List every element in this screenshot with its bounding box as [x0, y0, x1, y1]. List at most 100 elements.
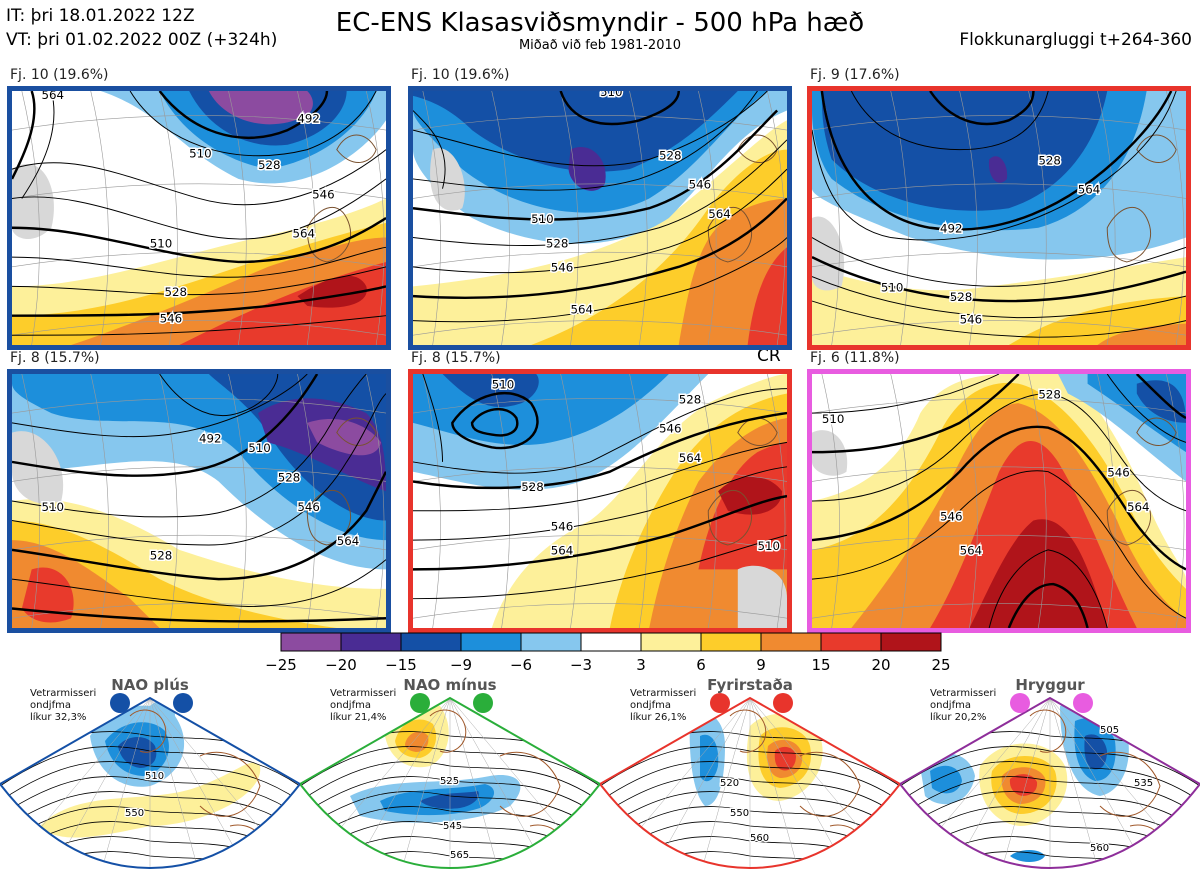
height-contour [820, 91, 1173, 231]
graticule-line [90, 91, 109, 345]
regime-outline [900, 696, 1200, 870]
contour-label: 510 [531, 212, 554, 226]
regime-marker-dot [173, 693, 193, 713]
height-contour [812, 374, 1020, 454]
anomaly-region [307, 419, 382, 456]
contour-label: 564 [570, 303, 593, 317]
panel-2-label: Fj. 10 (19.6%) [411, 67, 510, 83]
graticule-line [812, 251, 1186, 268]
height-contour [12, 607, 386, 623]
header-left: IT: þri 18.01.2022 12Z VT: þri 01.02.202… [6, 4, 277, 52]
regime-marker-dot [410, 693, 430, 713]
graticule-line [413, 183, 787, 199]
contour-label: 550 [125, 808, 144, 819]
contour-label: 546 [940, 510, 963, 524]
graticule-line [413, 466, 787, 482]
graticule-line [812, 603, 1186, 619]
height-contour [21, 91, 55, 199]
contour-label: 564 [337, 534, 360, 548]
graticule-line [491, 374, 510, 628]
anomaly-region [747, 247, 787, 345]
regime-note-line: ondjfma [330, 700, 371, 711]
contour-label: 546 [297, 500, 320, 514]
contour-label: 528 [679, 392, 702, 406]
colorbar-tick-label: −6 [509, 656, 533, 674]
regime-title: NAO plús [111, 676, 189, 694]
contour-label: 528 [546, 236, 569, 250]
regime-marker-dot [773, 693, 793, 713]
graticule-line [812, 398, 1186, 414]
anomaly-region [258, 398, 386, 492]
valid-time: VT: þri 01.02.2022 00Z (+324h) [6, 30, 278, 50]
height-contour [413, 411, 787, 490]
contour-label: 528 [1038, 387, 1061, 401]
contour-label: 528 [165, 285, 188, 299]
height-contour [413, 139, 787, 246]
height-contour [413, 168, 787, 274]
contour-label: 492 [297, 111, 320, 125]
height-contour [988, 549, 1108, 628]
contour-label: 510 [189, 146, 212, 160]
contour-label: 564 [1078, 183, 1101, 197]
height-contour [470, 407, 519, 437]
graticule-line [12, 398, 386, 414]
graticule-line [1097, 91, 1116, 345]
cr-label: CR [757, 346, 781, 366]
regime-blocking: 520 550 560 Fyrirstaða Vetrarmisseri ondjfma l… [600, 676, 900, 871]
cluster-map-5: 510 528 546 564 510 528 546 564 [408, 369, 792, 633]
regime-marker-dot [1010, 693, 1030, 713]
regime-note: Vetrarmisseri ondjfma líkur 21,4% [330, 688, 396, 724]
contour-label: 528 [659, 148, 682, 162]
coastline [1106, 134, 1177, 263]
graticule-line [890, 91, 909, 345]
height-contour [1007, 582, 1089, 628]
height-contour [158, 91, 329, 139]
anomaly-colorbar [280, 632, 942, 652]
anomaly-region [969, 519, 1108, 628]
height-contour [12, 216, 386, 264]
height-contour [422, 374, 444, 462]
regime-anomaly [930, 765, 962, 794]
colorbar-tick-label: −25 [265, 656, 297, 674]
graticule-line [1028, 91, 1047, 345]
contour-label: 564 [960, 544, 983, 558]
coastline [1106, 417, 1177, 546]
graticule-line [629, 374, 648, 628]
graticule-line [413, 603, 787, 619]
graticule-line [999, 698, 1051, 868]
regime-note-line: Vetrarmisseri [630, 688, 697, 699]
colorbar-segment [520, 632, 582, 652]
contour-label: 546 [160, 312, 183, 326]
colorbar-segment [880, 632, 942, 652]
graticule-line [12, 115, 386, 131]
graticule-line [821, 374, 840, 628]
height-contour [12, 149, 386, 206]
contour-label: 545 [443, 821, 462, 832]
cluster-map-1: 492 510 528 546 564 510 528 546 564 [7, 86, 391, 350]
graticule-line [366, 374, 385, 628]
height-contour [413, 534, 787, 600]
cluster-map-6: 510 528 546 564 546 564 [807, 369, 1191, 633]
anomaly-region [568, 147, 606, 191]
graticule-line [12, 183, 386, 199]
contour-label: 564 [1127, 500, 1150, 514]
graticule-line [297, 374, 316, 628]
graticule-line [422, 91, 441, 345]
graticule-line [812, 115, 1186, 131]
height-contour [413, 91, 758, 191]
coastline [306, 417, 377, 546]
regime-outline [600, 696, 900, 870]
contour-label: 546 [960, 313, 983, 327]
regime-title: Fyrirstaða [707, 676, 793, 694]
height-contour [413, 109, 779, 221]
contour-label: 546 [659, 422, 682, 436]
panel-5-label: Fj. 8 (15.7%) [411, 350, 501, 366]
graticule-line [159, 374, 178, 628]
contour-label: 564 [551, 544, 574, 558]
anomaly-region [12, 431, 64, 504]
graticule-line [812, 466, 1186, 482]
regime-note-line: Vetrarmisseri [330, 688, 397, 699]
regime-note-line: líkur 21,4% [330, 712, 387, 723]
height-contour [559, 91, 680, 126]
regime-marker-dot [110, 693, 130, 713]
